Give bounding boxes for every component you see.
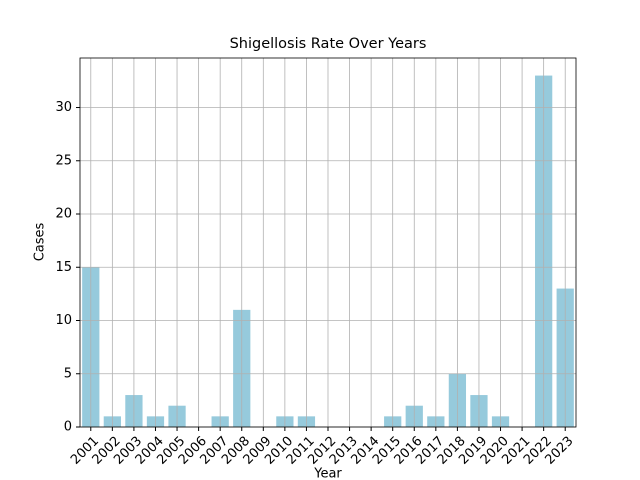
y-tick-label: 10 — [55, 313, 72, 328]
plot-frame — [79, 57, 577, 428]
x-axis-label: Year — [313, 467, 342, 480]
y-tick-label: 5 — [64, 366, 72, 381]
y-tick-label: 25 — [55, 153, 72, 168]
y-tick-label: 0 — [64, 420, 72, 435]
y-tick-label: 15 — [55, 260, 72, 275]
y-axis-label: Cases — [33, 222, 48, 261]
chart-title: Shigellosis Rate Over Years — [230, 36, 427, 52]
y-tick-label: 20 — [55, 207, 72, 222]
y-tick-label: 30 — [55, 100, 72, 115]
